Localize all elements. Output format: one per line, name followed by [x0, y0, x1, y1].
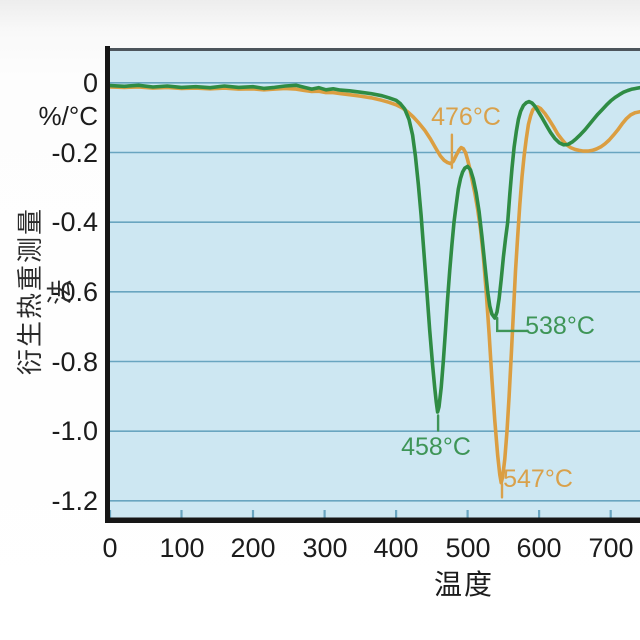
y-axis-spine: [105, 46, 110, 523]
x-tick-label: 100: [159, 533, 205, 563]
y-tick-label: 0: [82, 68, 98, 98]
annotation-label-538c: 538°C: [525, 312, 595, 340]
x-tick-label: 600: [516, 533, 562, 563]
x-axis-title: 温度: [433, 569, 494, 600]
x-axis-spine: [105, 517, 640, 523]
x-tick-label: 400: [373, 533, 419, 563]
x-tick-label: 700: [588, 533, 634, 563]
y-tick-label: -0.6: [51, 277, 98, 307]
y-tick-label: -1.2: [51, 486, 98, 516]
annotation-label-476c: 476°C: [431, 103, 501, 131]
y-tick-label: -1.0: [51, 416, 98, 446]
y-axis-title: 衍生热重测量法: [15, 207, 75, 376]
annotation-label-458c: 458°C: [401, 433, 471, 461]
annotation-leader: [496, 316, 529, 333]
y-tick-label: -0.2: [51, 138, 98, 168]
y-axis-unit-label: %/°C: [38, 101, 98, 131]
y-tick-label: -0.8: [51, 347, 98, 377]
green-curve: [108, 83, 640, 414]
x-tick-label: 0: [102, 533, 118, 563]
annotation-label-547c: 547°C: [503, 465, 573, 493]
y-tick-label: -0.4: [51, 207, 98, 237]
x-tick-label: 200: [230, 533, 276, 563]
x-tick-label: 300: [302, 533, 348, 563]
x-tick-label: 500: [445, 533, 491, 563]
